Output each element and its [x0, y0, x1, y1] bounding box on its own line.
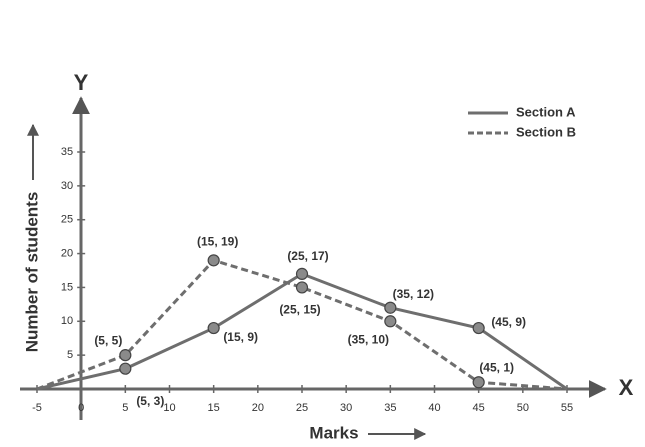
y-tick-label: 10 [61, 315, 73, 327]
value-label: (45, 1) [479, 360, 514, 374]
y-axis-name: Y [74, 70, 89, 95]
value-label: (15, 9) [223, 330, 258, 344]
point [295, 281, 309, 294]
x-axis-name: X [619, 375, 634, 400]
y-tick-label: 25 [61, 214, 73, 226]
value-label: (35, 12) [393, 287, 434, 301]
y-tick-label: 5 [67, 349, 73, 361]
x-tick-label: 45 [473, 402, 485, 414]
x-tick-label: 25 [296, 402, 308, 414]
x-tick-label: 5 [122, 402, 128, 414]
value-label: (15, 19) [197, 235, 238, 249]
value-label: (5, 5) [94, 333, 122, 347]
point [207, 254, 220, 267]
point [384, 315, 397, 328]
point [472, 321, 485, 335]
point [119, 362, 132, 375]
point [295, 267, 309, 280]
x-tick-label: 30 [340, 402, 352, 414]
x-tick-label: 55 [561, 402, 573, 414]
point [207, 321, 220, 335]
value-label: (35, 10) [348, 332, 389, 346]
y-tick-label: 15 [61, 281, 73, 293]
legend-label: Section B [516, 124, 576, 139]
x-axis-label: Marks [309, 423, 358, 442]
y-axis-label: Number of students [22, 192, 41, 353]
x-tick-label: 20 [252, 402, 264, 414]
value-label: (25, 15) [279, 303, 320, 317]
x-tick-label: 40 [428, 402, 440, 414]
value-label: (45, 9) [491, 315, 526, 329]
legend-label: Section A [516, 104, 576, 119]
x-tick-label: 35 [384, 402, 396, 414]
x-tick-label: 10 [163, 402, 175, 414]
x-tick-label: 15 [208, 402, 220, 414]
y-tick-label: 20 [61, 247, 73, 259]
value-label: (5, 3) [136, 394, 164, 408]
x-tick-label: 0 [78, 402, 84, 414]
point [119, 349, 132, 362]
x-tick-label: -5 [32, 402, 42, 414]
point [472, 376, 485, 389]
x-tick-label: 50 [517, 402, 529, 414]
value-label: (25, 17) [287, 249, 328, 263]
y-tick-label: 30 [61, 180, 73, 192]
point [384, 301, 397, 314]
y-tick-label: 35 [61, 146, 73, 158]
